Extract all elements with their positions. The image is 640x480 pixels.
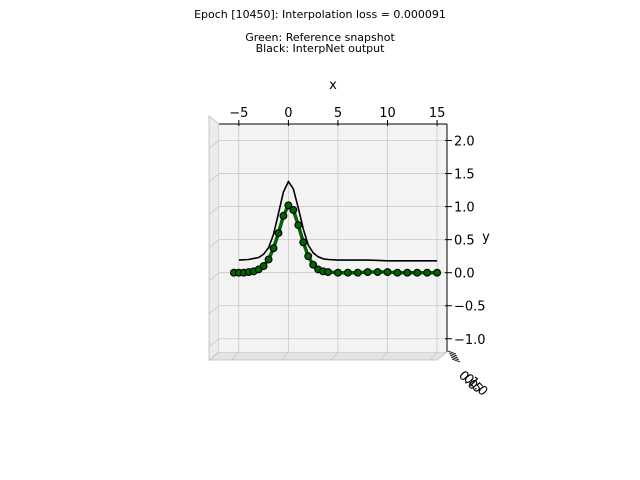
reference-point	[274, 229, 283, 237]
floor-gridline	[231, 351, 240, 361]
y-axis-label: y	[482, 230, 490, 245]
z-tick-mark	[451, 358, 461, 363]
reference-point	[334, 268, 342, 277]
reference-point	[393, 268, 402, 277]
chart-title: Epoch [10450]: Interpolation loss = 0.00…	[194, 8, 446, 21]
x-tick-label: 10	[379, 106, 396, 121]
side-pane-grid	[208, 140, 438, 361]
z-tick-mark	[449, 354, 459, 359]
wall-gridline	[208, 272, 220, 282]
reference-point	[259, 262, 268, 271]
y-tick-label: −0.5	[454, 300, 486, 315]
wall-gridline	[208, 173, 220, 182]
floor-gridline	[380, 351, 388, 361]
reference-point	[289, 205, 298, 214]
reference-point	[269, 244, 278, 253]
wall-gridline	[208, 239, 220, 248]
floor-gridline	[281, 351, 289, 361]
y-tick-label: 0.0	[454, 267, 475, 282]
wall-gridline	[208, 338, 220, 348]
y-axis-ticks: −1.0 −0.5 0.0 0.5 1.0 1.5 2.0	[445, 135, 486, 348]
y-tick-label: 1.5	[454, 168, 475, 183]
chart-subtitle-line-1: Green: Reference snapshot	[245, 31, 395, 44]
reference-point	[403, 268, 412, 277]
reference-point	[423, 268, 432, 277]
floor-gridline	[429, 351, 438, 361]
z-axis-ticks: 0.00.51.0	[447, 350, 490, 399]
reference-point	[343, 268, 352, 277]
left-pane-wall	[208, 115, 220, 361]
reference-point	[299, 238, 308, 247]
reference-point	[373, 268, 382, 276]
chart-subtitle-line-2: Black: InterpNet output	[256, 42, 386, 55]
z-tick-mark	[447, 350, 457, 355]
x-axis-label: x	[329, 78, 337, 93]
interpnet-series-line	[238, 180, 438, 262]
y-tick-label: 0.5	[454, 234, 475, 249]
y-tick-label: 2.0	[454, 135, 475, 150]
x-axis-ticks: −5 0 5 10 15	[229, 106, 445, 126]
reference-point	[353, 268, 362, 277]
reference-point	[363, 268, 372, 276]
wall-gridline	[208, 140, 220, 149]
floor-gridline	[330, 351, 339, 361]
reference-point	[294, 221, 303, 230]
wall-gridline	[208, 305, 220, 315]
reference-point	[304, 252, 313, 261]
x-tick-label: 15	[429, 106, 446, 121]
bottom-pane-wall	[207, 351, 449, 361]
series-layer	[229, 180, 442, 277]
wall-gridline	[208, 206, 220, 215]
reference-point	[324, 268, 332, 276]
x-tick-label: −5	[229, 106, 248, 121]
y-tick-label: 1.0	[454, 201, 475, 216]
grid-lines	[219, 124, 447, 352]
reference-point	[309, 260, 318, 269]
reference-point	[383, 268, 392, 276]
reference-point	[284, 201, 293, 210]
back-pane	[219, 124, 447, 352]
reference-point	[264, 255, 273, 264]
reference-point	[279, 211, 288, 220]
z-tick-mark	[450, 356, 460, 361]
reference-point	[413, 268, 422, 277]
z-tick-mark	[448, 352, 458, 357]
x-tick-label: 5	[334, 106, 342, 121]
x-tick-label: 0	[284, 106, 292, 121]
reference-point	[433, 268, 442, 277]
y-tick-label: −1.0	[454, 333, 486, 348]
